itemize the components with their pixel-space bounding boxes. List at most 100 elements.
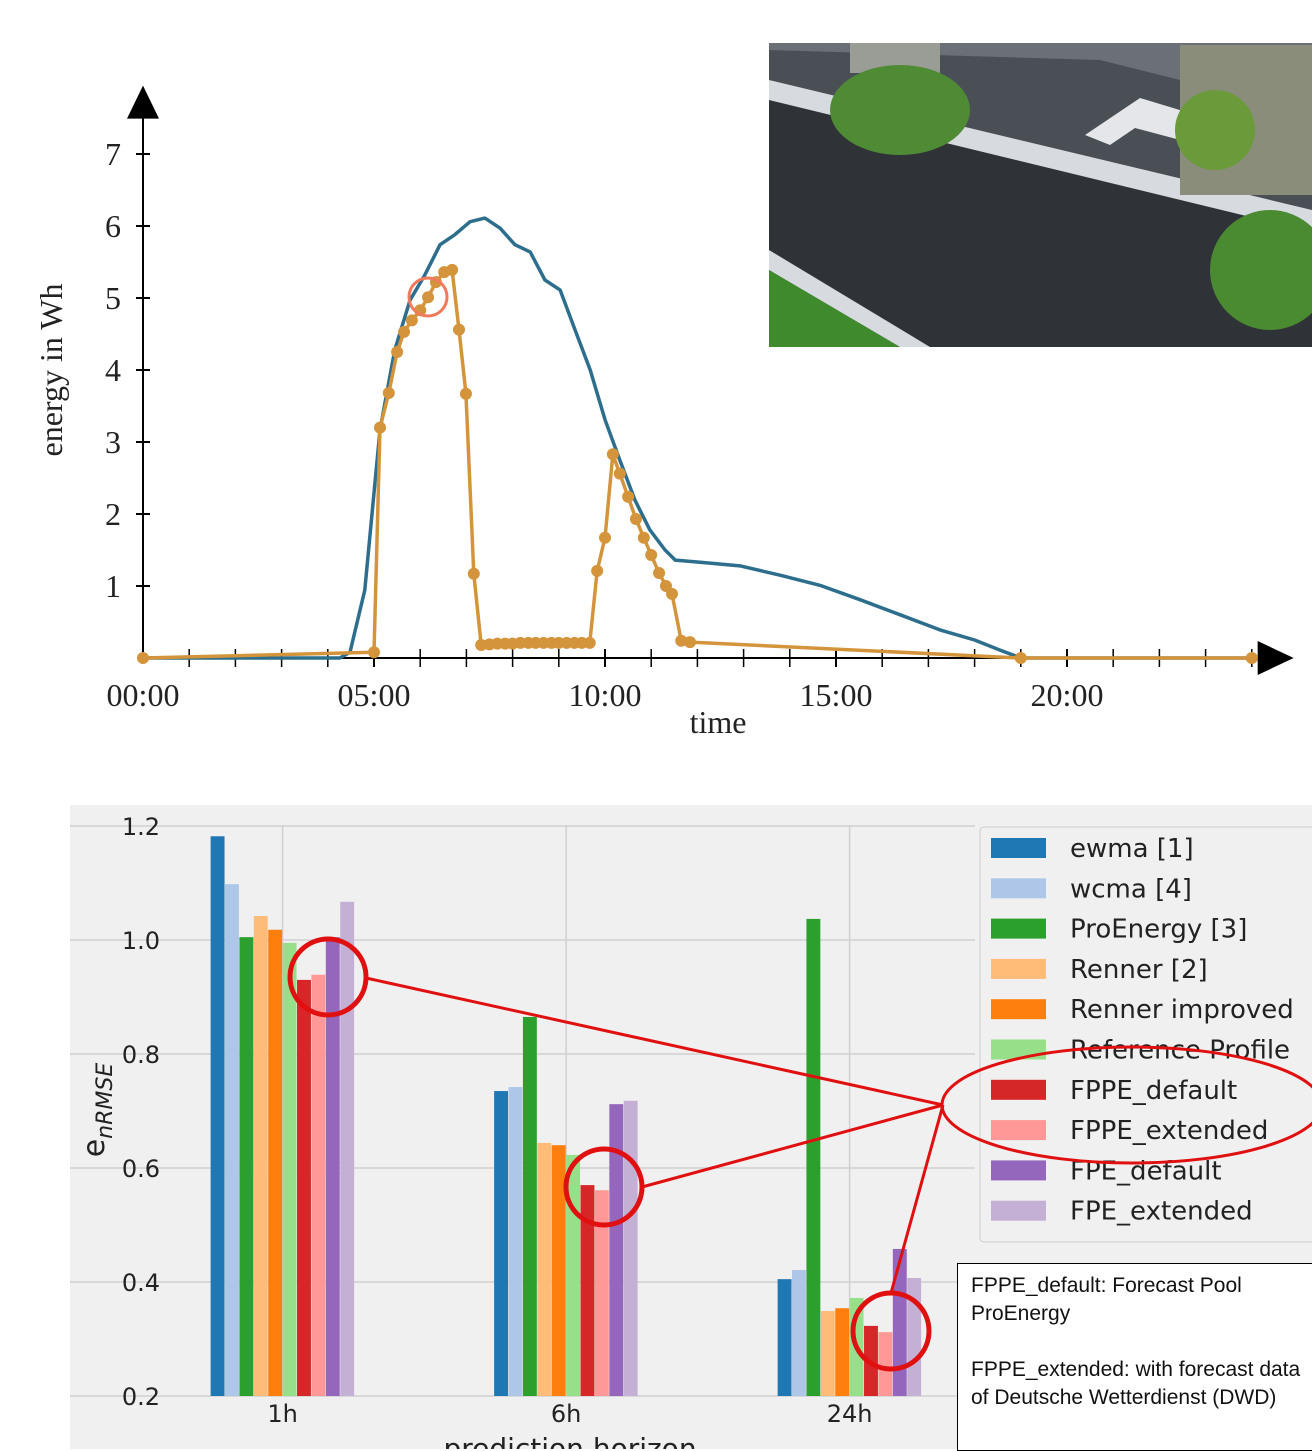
bar [210,836,225,1396]
legend-label: Renner improved [1070,995,1294,1025]
data-point [606,448,619,461]
bar [340,901,355,1396]
data-point [374,421,387,434]
y-axis-arrow [127,85,159,119]
data-point [446,263,459,276]
y-tick-label: 6 [105,208,121,244]
bar [494,1091,509,1396]
bar [253,916,268,1396]
y-axis-label-subscript: nRMSE [93,1063,118,1139]
legend-label: FPPE_extended [1070,1116,1268,1146]
y-tick-label: 0.8 [122,1041,160,1069]
y-tick-label: 1.0 [122,927,160,955]
data-point [137,652,149,664]
bar [892,1248,907,1396]
data-point [368,646,380,659]
legend-swatch [991,918,1046,939]
data-point [665,587,678,600]
bar [325,937,340,1396]
bar [522,1016,537,1396]
bar [282,942,297,1396]
bar [225,884,239,1396]
data-point [453,323,466,336]
bar [820,1311,835,1396]
bar [806,918,821,1396]
note-box: FPPE_default: Forecast Pool ProEnergy FP… [957,1263,1312,1451]
data-point [1245,652,1258,664]
bar [878,1332,893,1396]
x-tick-label: 24h [827,1400,873,1428]
annotation [365,976,944,1107]
x-tick-label: 1h [267,1400,297,1428]
x-axis-label: prediction horizon [443,1432,696,1449]
annotation [287,936,369,1018]
legend-label: FPPE_default [1070,1076,1237,1106]
bar [609,1104,624,1396]
bar [537,1142,552,1396]
bar [508,1087,523,1396]
data-point [467,567,480,580]
legend-label: FPE_extended [1070,1197,1253,1227]
bar [623,1100,638,1396]
y-tick-label: 4 [105,352,121,388]
x-tick-label: 05:00 [338,677,411,713]
y-tick-label: 0.6 [122,1155,160,1183]
legend-swatch [991,1160,1046,1181]
data-line [143,216,1252,660]
y-tick-label: 5 [105,280,121,316]
legend-swatch [991,1200,1046,1221]
y-tick-label: 3 [105,424,121,460]
highlight-circle [407,276,449,318]
y-tick-label: 0.2 [122,1383,160,1411]
legend-box [979,826,1312,1243]
y-tick-label: 7 [105,136,121,172]
data-point [405,314,418,327]
legend-swatch [991,999,1046,1020]
data-point [629,513,642,526]
bar [311,974,326,1396]
video-thumbnail [769,43,1312,347]
legend-swatch [991,878,1046,899]
y-tick-label: 0.4 [122,1269,160,1297]
bar [268,929,283,1396]
x-tick-label: 20:00 [1031,677,1104,713]
data-point [622,490,635,503]
note-text: FPPE_default: Forecast Pool ProEnergy [971,1274,1242,1325]
data-point [613,467,626,480]
bar [580,1185,595,1396]
data-point [391,346,404,358]
y-axis-label-main: e [77,1139,112,1157]
data-point [398,325,411,338]
bar [551,1145,566,1396]
x-axis-label: time [690,704,747,740]
legend-swatch [991,838,1046,858]
legend-label: ewma [1] [1070,834,1194,864]
x-tick-label: 15:00 [800,677,873,713]
bar [777,1279,792,1396]
legend-label: ProEnergy [3] [1070,915,1247,945]
data-point [1014,652,1027,664]
data-point [591,564,604,577]
data-point [382,387,395,400]
y-tick-label: 1.2 [122,813,160,841]
bar [239,937,254,1396]
data-point [459,387,472,400]
bar [792,1270,806,1396]
bar [594,1190,609,1396]
y-axis-label: enRMSE [77,1063,118,1158]
x-tick-label: 00:00 [107,677,180,713]
legend-label: Renner [2] [1070,955,1208,985]
legend-swatch [991,1079,1046,1100]
data-point [684,636,697,649]
note-text: FPPE_extended: with forecast data of Deu… [971,1358,1301,1409]
data-point [645,549,658,562]
data-point [422,291,435,304]
data-point [637,531,650,544]
bar [835,1308,850,1396]
legend-swatch [991,1039,1046,1060]
data-point [653,567,666,580]
y-tick-label: 1 [105,568,121,604]
legend-swatch [991,958,1046,979]
